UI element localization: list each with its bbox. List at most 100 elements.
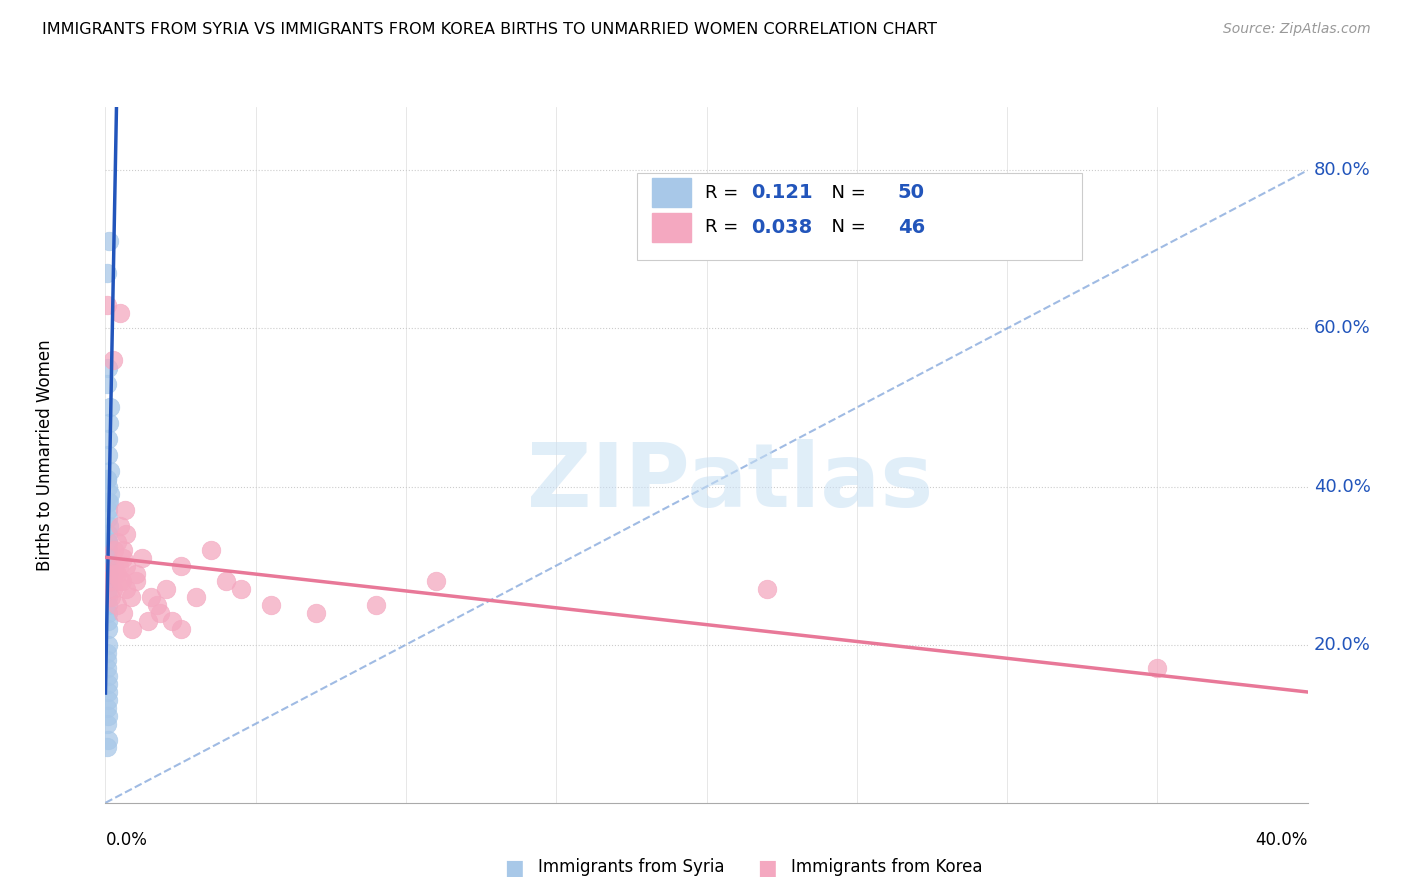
- Point: [114, 503, 136, 517]
- Point: [96, 677, 118, 691]
- Point: [97, 582, 120, 597]
- Point: [97, 669, 120, 683]
- Point: [200, 542, 222, 557]
- Point: [364, 598, 387, 612]
- Text: N =: N =: [820, 184, 870, 202]
- Point: [755, 582, 778, 597]
- Point: [96, 574, 118, 589]
- Point: [97, 693, 120, 707]
- Point: [96, 376, 118, 391]
- Point: [111, 574, 134, 589]
- Point: [96, 614, 118, 628]
- Text: 46: 46: [897, 218, 925, 237]
- Point: [107, 598, 129, 612]
- Point: [115, 527, 138, 541]
- Point: [131, 550, 153, 565]
- FancyBboxPatch shape: [637, 173, 1081, 260]
- Point: [169, 558, 191, 573]
- Point: [148, 606, 170, 620]
- Point: [96, 740, 118, 755]
- Point: [139, 591, 162, 605]
- Point: [101, 353, 124, 368]
- Text: ■: ■: [505, 858, 524, 879]
- Point: [121, 622, 143, 636]
- Point: [96, 708, 118, 723]
- Point: [96, 432, 118, 446]
- Point: [107, 566, 129, 581]
- Point: [98, 417, 121, 431]
- Text: Immigrants from Korea: Immigrants from Korea: [790, 858, 983, 877]
- Point: [97, 606, 120, 620]
- Text: R =: R =: [706, 219, 744, 236]
- Point: [169, 622, 191, 636]
- Point: [110, 305, 132, 319]
- Point: [103, 558, 125, 573]
- Point: [98, 519, 121, 533]
- Point: [110, 574, 132, 589]
- Point: [108, 558, 131, 573]
- Point: [214, 574, 236, 589]
- Point: [97, 448, 120, 462]
- Text: 60.0%: 60.0%: [1313, 319, 1371, 337]
- Point: [425, 574, 447, 589]
- Point: [145, 598, 167, 612]
- Bar: [652, 178, 690, 207]
- Text: ZIPatlas: ZIPatlas: [527, 439, 934, 526]
- Point: [136, 614, 159, 628]
- Point: [96, 558, 118, 573]
- Point: [97, 511, 120, 525]
- Point: [98, 574, 121, 589]
- Point: [103, 566, 125, 581]
- Point: [96, 685, 118, 699]
- Text: Source: ZipAtlas.com: Source: ZipAtlas.com: [1223, 22, 1371, 37]
- Point: [1146, 661, 1168, 675]
- Text: N =: N =: [820, 219, 870, 236]
- Text: Births to Unmarried Women: Births to Unmarried Women: [37, 339, 55, 571]
- Point: [96, 566, 118, 581]
- Point: [97, 638, 120, 652]
- Text: 40.0%: 40.0%: [1313, 477, 1371, 496]
- Point: [96, 472, 118, 486]
- Text: IMMIGRANTS FROM SYRIA VS IMMIGRANTS FROM KOREA BIRTHS TO UNMARRIED WOMEN CORRELA: IMMIGRANTS FROM SYRIA VS IMMIGRANTS FROM…: [42, 22, 938, 37]
- Point: [97, 622, 120, 636]
- Point: [96, 661, 118, 675]
- Text: 0.121: 0.121: [751, 183, 813, 202]
- Point: [98, 495, 121, 509]
- Point: [110, 519, 132, 533]
- Point: [96, 542, 118, 557]
- Point: [115, 582, 138, 597]
- Point: [115, 558, 138, 573]
- Point: [101, 582, 124, 597]
- Point: [98, 235, 121, 249]
- Point: [112, 550, 135, 565]
- Point: [97, 558, 120, 573]
- Point: [97, 495, 120, 509]
- Point: [124, 566, 146, 581]
- Point: [98, 487, 121, 501]
- Point: [96, 701, 118, 715]
- Point: [160, 614, 183, 628]
- Point: [96, 653, 118, 667]
- Point: [260, 598, 283, 612]
- Point: [96, 472, 118, 486]
- Point: [120, 591, 142, 605]
- Text: 50: 50: [897, 183, 925, 202]
- Point: [155, 582, 177, 597]
- Text: 80.0%: 80.0%: [1313, 161, 1371, 179]
- Point: [97, 598, 120, 612]
- Point: [97, 574, 120, 589]
- Text: Immigrants from Syria: Immigrants from Syria: [538, 858, 724, 877]
- Point: [97, 534, 120, 549]
- Point: [305, 606, 328, 620]
- Point: [107, 534, 129, 549]
- Text: 0.038: 0.038: [751, 218, 813, 237]
- Point: [96, 550, 118, 565]
- Point: [112, 542, 135, 557]
- Point: [97, 360, 120, 375]
- Point: [97, 534, 120, 549]
- Text: ■: ■: [756, 858, 776, 879]
- Bar: [652, 213, 690, 242]
- Point: [96, 646, 118, 660]
- Point: [97, 566, 120, 581]
- Point: [97, 732, 120, 747]
